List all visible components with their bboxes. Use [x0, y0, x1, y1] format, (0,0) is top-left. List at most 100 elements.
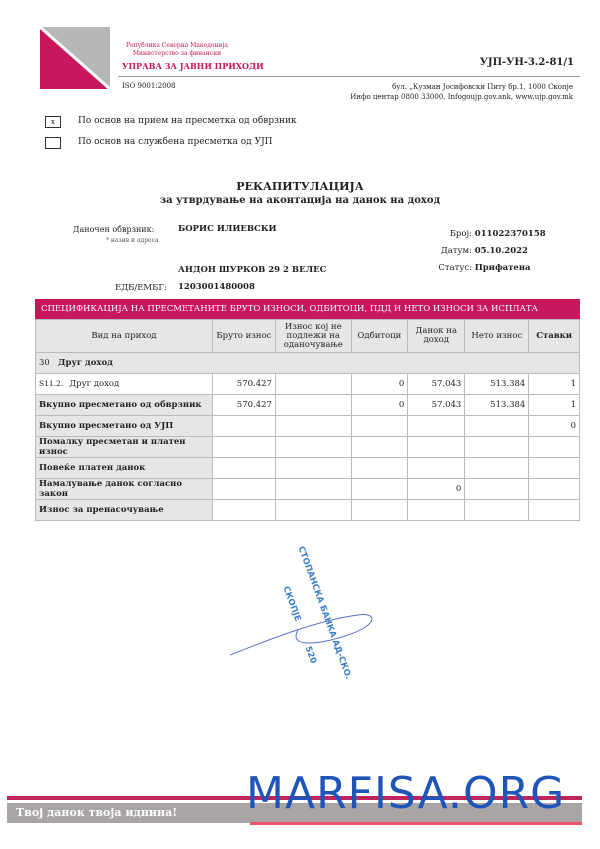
- form-code: УЈП-УН-3.2-81/1: [479, 57, 574, 68]
- table-row: Вкупно пресметано од УЈП 0: [35, 415, 580, 437]
- doc-title: РЕКАПИТУЛАЦИЈА: [236, 180, 364, 193]
- cell: [211, 478, 276, 500]
- cell: 513.384: [464, 373, 530, 395]
- cell: 0: [350, 394, 409, 416]
- table-row: Повеќе платен данок: [35, 457, 580, 479]
- row-label: Повеќе платен данок: [35, 457, 213, 479]
- checkbox-official-label: По основ на службена пресметка од УЈП: [78, 137, 273, 147]
- cell: [211, 499, 276, 521]
- doc-number: 011022370158: [474, 229, 546, 239]
- status-label: Статус:: [438, 263, 472, 273]
- item-code: S11.2.: [39, 379, 64, 388]
- taxpayer-name: БОРИС ИЛИЕВСКИ: [178, 224, 277, 234]
- table-header-row: Вид на приход Бруто износ Износ кој не п…: [35, 319, 580, 353]
- table-row: S11.2. Друг доход 570.427 0 57.043 513.38…: [35, 373, 580, 395]
- row-label: Износ за пренасочување: [35, 499, 213, 521]
- col-header: Бруто износ: [211, 319, 276, 353]
- cell: [464, 457, 530, 479]
- cell: [274, 394, 352, 416]
- group-row: 30 Друг доход: [35, 352, 580, 374]
- ministry-name: Министерство за финансии: [132, 50, 222, 57]
- table-row: Вкупно пресметано од обврзник 570.427 0 57.…: [35, 394, 580, 416]
- specification-table: Вид на приход Бруто износ Износ кој не п…: [35, 319, 580, 521]
- republic-name: Република Северна Македонија: [126, 42, 228, 49]
- cell: [464, 499, 530, 521]
- cell: 570.427: [211, 373, 276, 395]
- taxpayer-address: АНДОН ШУРКОВ 29 2 ВЕЛЕС: [178, 265, 327, 275]
- cell: 0: [528, 415, 580, 437]
- taxpayer-label: Даночен обврзник:: [73, 225, 155, 234]
- watermark-underline: [250, 822, 582, 825]
- cell: [464, 436, 530, 458]
- iso-label: ISO 9001:2008: [122, 82, 176, 90]
- col-header: Нето износ: [464, 319, 530, 353]
- group-name: Друг доход: [57, 358, 113, 368]
- cell: [350, 415, 409, 437]
- checkbox-official[interactable]: [45, 137, 61, 149]
- checkbox-taxpayer[interactable]: x: [45, 116, 61, 128]
- cell: [528, 436, 580, 458]
- cell: 57.043: [407, 394, 466, 416]
- cell: [350, 436, 409, 458]
- signature: [229, 614, 373, 656]
- number-label: Број:: [449, 229, 472, 239]
- doc-date: 05.10.2022: [474, 246, 528, 256]
- row-label: Помалку пресметан и платен износ: [35, 436, 213, 458]
- row-label: Намалување данок согласно закон: [35, 478, 213, 500]
- cell: [407, 499, 466, 521]
- col-header: Данок на доход: [407, 319, 466, 353]
- cell: [528, 499, 580, 521]
- cell: [274, 499, 352, 521]
- marfisa-watermark: MARFISA.ORG: [246, 768, 566, 819]
- cell: [211, 457, 276, 479]
- taxpayer-note: * назив и адреса: [106, 237, 159, 244]
- footer-stripe: [7, 796, 582, 800]
- taxpayer-id: 1203001480008: [178, 282, 255, 292]
- group-code: 30: [39, 358, 50, 368]
- cell: [211, 415, 276, 437]
- cell: [464, 415, 530, 437]
- cell: 1: [528, 373, 580, 395]
- col-header: Вид на приход: [35, 319, 213, 353]
- cell: [350, 478, 409, 500]
- row-label: Вкупно пресметано од УЈП: [35, 415, 213, 437]
- agency-name: УПРАВА ЗА ЈАВНИ ПРИХОДИ: [122, 61, 264, 71]
- agency-address: бул. „Кузман Јосифовски Питу бр.1, 1000 …: [392, 83, 573, 91]
- footer-slogan: Твој данок твоја иднина!: [16, 806, 178, 819]
- cell: [274, 436, 352, 458]
- item-name: Друг доход: [69, 379, 120, 389]
- cell: 0: [350, 373, 409, 395]
- id-label: ЕДБ/ЕМБГ:: [115, 283, 167, 293]
- header-divider: [118, 76, 580, 77]
- cell: [274, 478, 352, 500]
- cell: [407, 436, 466, 458]
- cell: [274, 457, 352, 479]
- cell: [464, 478, 530, 500]
- cell: 0: [407, 478, 466, 500]
- agency-info: Инфо центар 0800 33000, Infogoujp.gov.an…: [350, 93, 573, 101]
- table-row: Намалување данок согласно закон 0: [35, 478, 580, 500]
- cell: [407, 415, 466, 437]
- doc-status: Прифатена: [474, 263, 531, 273]
- cell: [350, 499, 409, 521]
- cell: [211, 436, 276, 458]
- cell: [528, 478, 580, 500]
- cell: [528, 457, 580, 479]
- table-title: СПЕЦИФИКАЦИЈА НА ПРЕСМЕТАНИТЕ БРУТО ИЗНО…: [35, 299, 580, 319]
- row-label: Вкупно пресметано од обврзник: [35, 394, 213, 416]
- date-label: Датум:: [440, 246, 472, 256]
- cell: 570.427: [211, 394, 276, 416]
- agency-logo: [40, 27, 110, 89]
- cell: [274, 415, 352, 437]
- col-header: Ставки: [528, 319, 580, 353]
- cell: 1: [528, 394, 580, 416]
- cell: 513.384: [464, 394, 530, 416]
- checkbox-taxpayer-label: По основ на прием на пресметка од обврзн…: [78, 116, 297, 126]
- cell: 57.043: [407, 373, 466, 395]
- col-header: Износ кој не подлежи на оданочување: [274, 319, 352, 353]
- col-header: Одбитоци: [350, 319, 409, 353]
- doc-subtitle: за утврдување на аконтација на данок на …: [159, 195, 441, 206]
- cell: [350, 457, 409, 479]
- footer-band: [7, 803, 582, 823]
